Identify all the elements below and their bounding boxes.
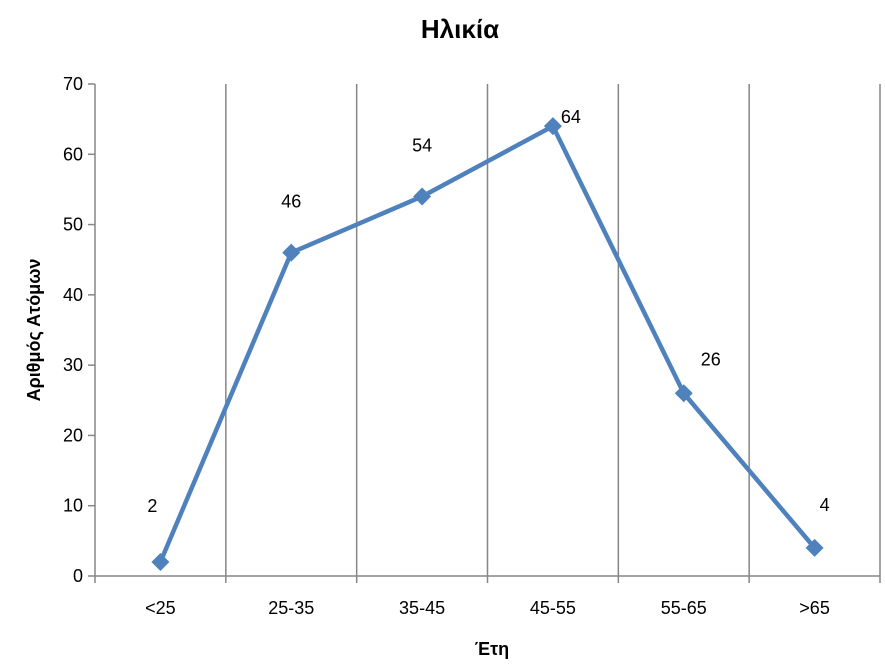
data-label: 54 bbox=[412, 135, 432, 155]
y-tick-label: 20 bbox=[63, 425, 83, 445]
data-point-marker bbox=[151, 552, 170, 571]
x-tick-label: <25 bbox=[145, 598, 176, 618]
x-axis-title: Έτη bbox=[475, 639, 509, 659]
y-tick-label: 70 bbox=[63, 74, 83, 94]
data-point-marker bbox=[805, 538, 824, 557]
y-tick-label: 10 bbox=[63, 496, 83, 516]
data-label: 2 bbox=[147, 496, 157, 516]
data-markers bbox=[151, 117, 824, 571]
data-point-marker bbox=[413, 187, 432, 206]
x-tick-label: 45-55 bbox=[530, 598, 576, 618]
data-label: 4 bbox=[820, 495, 830, 515]
series-line bbox=[158, 123, 817, 563]
y-tick-label: 60 bbox=[63, 144, 83, 164]
data-label: 46 bbox=[281, 192, 301, 212]
x-tick-label: 55-65 bbox=[661, 598, 707, 618]
x-tick-label: 25-35 bbox=[268, 598, 314, 618]
data-point-marker bbox=[282, 243, 301, 262]
data-labels: 2 46 54 64 26 4 bbox=[147, 107, 829, 516]
series-path bbox=[158, 123, 817, 563]
chart-title: Ηλικία bbox=[421, 14, 499, 44]
y-tick-label: 0 bbox=[73, 566, 83, 586]
y-tick-label: 30 bbox=[63, 355, 83, 375]
data-label: 26 bbox=[701, 349, 721, 369]
axes bbox=[88, 83, 881, 583]
y-axis-title: Αριθμός Ατόμων bbox=[24, 259, 44, 402]
y-tick-label: 50 bbox=[63, 215, 83, 235]
data-point-marker bbox=[674, 384, 693, 403]
tick-labels: 0 10 20 30 40 50 60 70 <25 25-35 35-45 45-55 55-65 >6… bbox=[63, 74, 830, 618]
y-tick-label: 40 bbox=[63, 285, 83, 305]
x-tick-label: 35-45 bbox=[399, 598, 445, 618]
data-label: 64 bbox=[561, 107, 581, 127]
data-point-marker bbox=[543, 117, 562, 136]
gridlines bbox=[225, 84, 881, 576]
x-tick-label: >65 bbox=[799, 598, 830, 618]
